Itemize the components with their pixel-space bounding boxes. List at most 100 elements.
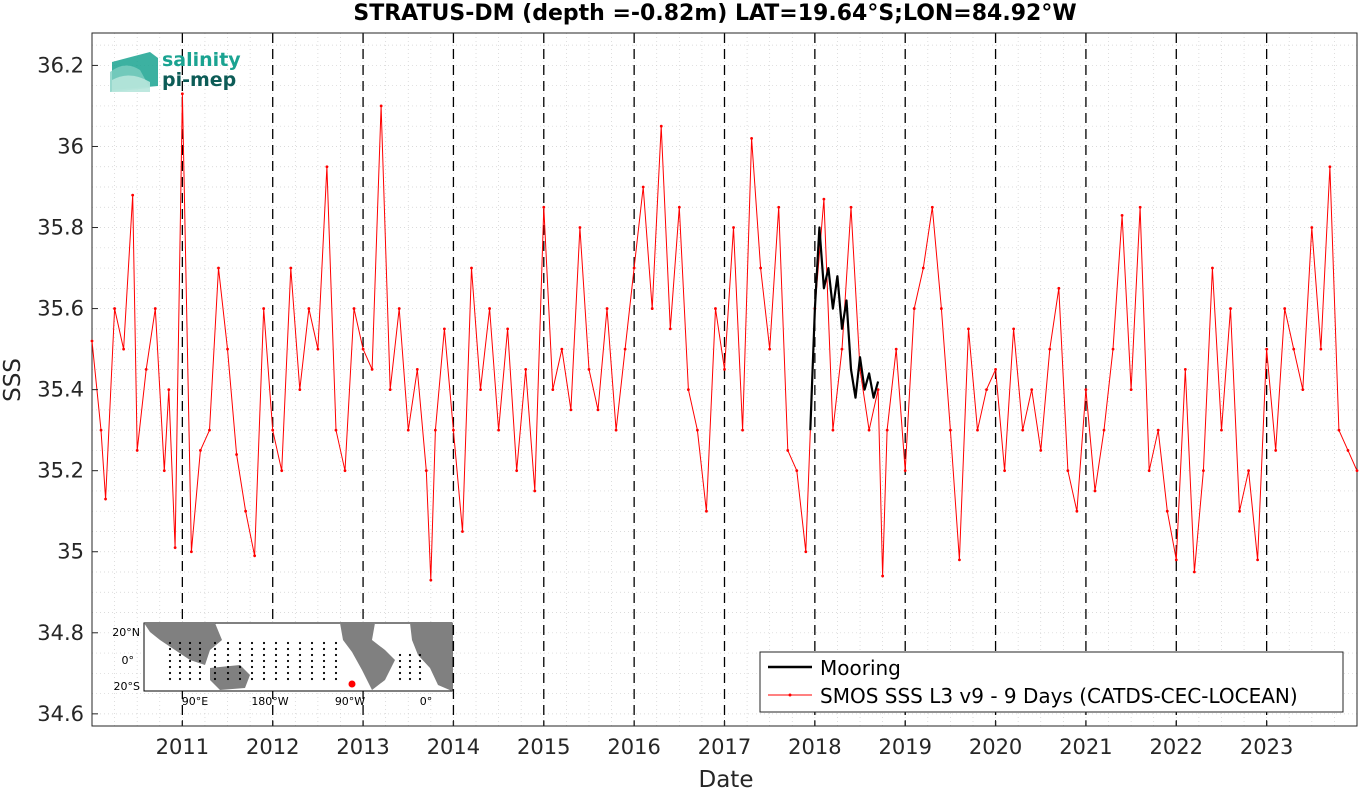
logo-line1: salinity: [162, 49, 241, 71]
smos-point: [307, 307, 311, 310]
inset-map-buoy-dot: [298, 665, 302, 669]
smos-point: [650, 307, 654, 310]
smos-point: [1183, 367, 1187, 371]
inset-map-buoy-dot: [286, 671, 290, 675]
inset-map-buoy-dot: [168, 671, 172, 675]
inset-map-buoy-dot: [262, 677, 266, 681]
smos-point: [930, 205, 934, 209]
inset-map-buoy-dot: [334, 665, 338, 669]
smos-point: [1021, 428, 1025, 432]
inset-map-buoy-dot: [334, 671, 338, 675]
year-divider-lines: [181, 33, 1268, 726]
smos-point: [479, 388, 482, 392]
smos-point: [596, 408, 600, 412]
smos-point: [217, 266, 220, 270]
inset-map-buoy-dot: [398, 677, 402, 681]
inset-map-buoy-dot: [250, 671, 254, 675]
smos-point: [948, 428, 952, 432]
inset-lat-20n: 20°N: [112, 626, 140, 639]
inset-map-buoy-dot: [298, 659, 302, 663]
smos-point: [741, 428, 744, 432]
smos-point: [677, 205, 681, 209]
smos-point: [1355, 469, 1359, 473]
smos-point: [659, 124, 663, 128]
smos-point: [1102, 428, 1106, 432]
inset-map-buoy-dot: [213, 647, 217, 651]
smos-point: [1319, 347, 1323, 351]
inset-map-buoy-dot: [168, 647, 172, 651]
inset-map-buoy-dot: [322, 653, 326, 657]
inset-map-buoy-dot: [213, 671, 217, 675]
smos-point: [1328, 165, 1332, 169]
inset-map-buoy-dot: [334, 641, 338, 645]
inset-map-buoy-dot: [286, 641, 290, 645]
smos-point: [786, 449, 790, 452]
smos-point: [1174, 558, 1178, 562]
x-tick-label: 2020: [969, 735, 1022, 759]
smos-point: [506, 327, 510, 331]
smos-point: [208, 428, 211, 432]
smos-point: [199, 449, 202, 452]
legend-box: [759, 651, 1344, 713]
inset-map-land-americas: [340, 623, 395, 690]
x-tick-label: 2017: [698, 735, 751, 759]
inset-map-buoy-dot: [408, 665, 412, 669]
smos-point: [714, 307, 717, 310]
smos-point: [397, 307, 401, 310]
inset-map-buoy-dot: [198, 671, 202, 675]
smos-point: [1220, 428, 1223, 432]
smos-point: [994, 367, 997, 371]
smos-point: [424, 469, 428, 473]
smos-point: [551, 388, 555, 392]
smos-point: [939, 307, 943, 310]
smos-point: [1057, 286, 1061, 290]
inset-map-buoy-dot: [334, 647, 338, 651]
inset-map-buoy-dot: [298, 671, 302, 675]
inset-map-buoy-dot: [262, 671, 266, 675]
inset-map-buoy-dot: [178, 641, 182, 645]
smos-point: [1075, 509, 1079, 513]
y-tick-labels: 34.6 34.8 35 35.2 35.4 35.6 35.8 36 36.2: [37, 53, 98, 726]
smos-point: [1039, 449, 1043, 452]
inset-map-buoy-dot: [408, 659, 412, 663]
inset-map-buoy-dot: [188, 647, 192, 651]
inset-map-buoy-dot: [226, 665, 230, 669]
smos-point: [1138, 205, 1142, 209]
smos-point: [334, 428, 338, 432]
series-line-mooring: [809, 226, 880, 431]
inset-map-buoy-dot: [250, 665, 254, 669]
inset-map-buoy-dot: [262, 647, 266, 651]
legend: Mooring SMOS SSS L3 v9 - 9 Days (CATDS-C…: [759, 651, 1344, 713]
smos-point: [1274, 449, 1278, 452]
smos-point: [849, 205, 853, 209]
smos-point: [1012, 327, 1016, 331]
smos-point: [1030, 388, 1034, 392]
inset-map-buoy-dot: [188, 677, 192, 681]
smos-point: [840, 347, 844, 351]
inset-lon-90w: 90°W: [335, 695, 365, 708]
inset-map-buoy-dot: [262, 641, 266, 645]
inset-map-buoy-dot: [168, 659, 172, 663]
inset-map-buoy-dot: [250, 653, 254, 657]
inset-map-buoy-dot: [398, 671, 402, 675]
inset-map-buoy-dot: [310, 677, 314, 681]
inset-map-buoy-dot: [226, 647, 230, 651]
inset-map-buoy-dot: [310, 671, 314, 675]
inset-map-buoy-dot: [262, 653, 266, 657]
smos-point: [189, 550, 193, 554]
smos-point: [515, 469, 519, 473]
inset-map-buoy-dot: [398, 659, 402, 663]
series-layer: [90, 92, 1359, 582]
inset-map-land-asia: [144, 623, 222, 665]
smos-point: [253, 554, 257, 558]
smos-point: [1201, 469, 1205, 473]
smos-point: [1192, 570, 1196, 574]
inset-map-buoy-dot: [418, 659, 422, 663]
inset-map-buoy-dot: [334, 659, 338, 663]
y-tick-label: 35.2: [37, 459, 84, 483]
smos-point: [1256, 558, 1260, 562]
smos-point: [587, 367, 591, 371]
smos-point: [235, 453, 238, 456]
inset-map-buoy-dot: [188, 659, 192, 663]
inset-map-land-australia: [210, 665, 250, 690]
